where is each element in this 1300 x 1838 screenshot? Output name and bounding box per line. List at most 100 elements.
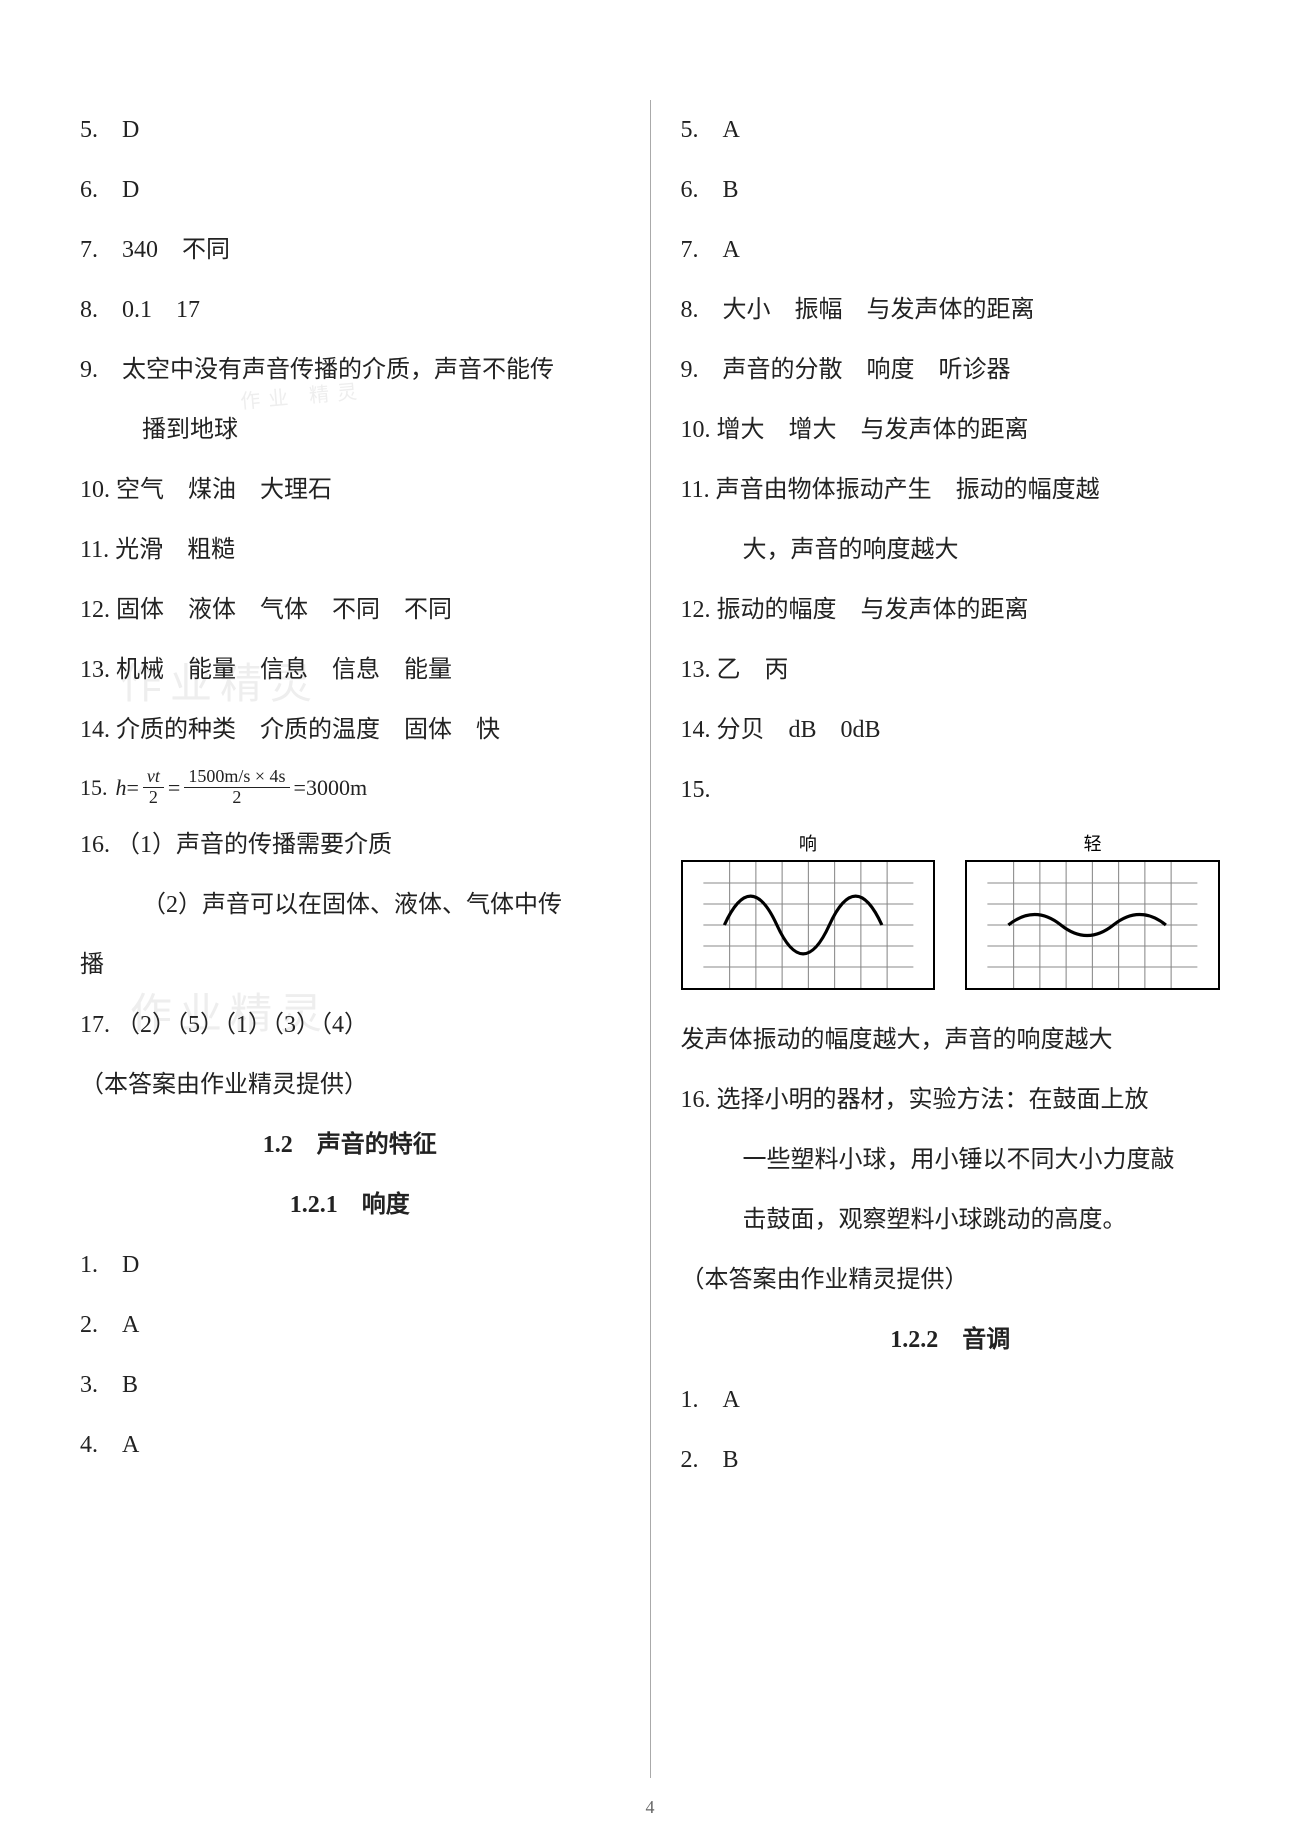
num: 7. — [80, 237, 98, 263]
text: 乙 丙 — [717, 657, 789, 683]
text: 振动的幅度 与发声体的距离 — [717, 597, 1029, 623]
text: 选择小明的器材，实验方法：在鼓面上放 — [717, 1087, 1149, 1113]
text: D — [122, 117, 139, 143]
answer-16-bo: 播 — [80, 935, 620, 995]
num: 13. — [681, 657, 711, 683]
chart-soft: 轻 — [965, 830, 1220, 995]
answer-9: 9. 太空中没有声音传播的介质，声音不能传 — [80, 340, 620, 400]
text: 0.1 17 — [122, 297, 200, 323]
provider-note: （本答案由作业精灵提供） — [80, 1055, 620, 1115]
num: 2. — [80, 1312, 98, 1338]
num: 1. — [80, 1252, 98, 1278]
heading-1-2-1: 1.2.1 响度 — [80, 1175, 620, 1235]
page-number: 4 — [646, 1797, 655, 1818]
chart-loud: 响 — [681, 830, 936, 995]
answer-4: 4. A — [80, 1415, 620, 1475]
answer-8r: 8. 大小 振幅 与发声体的距离 — [681, 280, 1221, 340]
chart-label-soft: 轻 — [965, 830, 1220, 856]
num: 13. — [80, 657, 110, 683]
answer-14: 14. 介质的种类 介质的温度 固体 快 — [80, 700, 620, 760]
eq: = — [168, 760, 180, 815]
num: 8. — [681, 297, 699, 323]
answer-16-2: （2）声音可以在固体、液体、气体中传 — [80, 875, 620, 935]
num: 5. — [681, 117, 699, 143]
answer-2: 2. A — [80, 1295, 620, 1355]
provider-note-r: （本答案由作业精灵提供） — [681, 1250, 1221, 1310]
num: 12. — [80, 597, 110, 623]
answer-11r: 11. 声音由物体振动产生 振动的幅度越 — [681, 460, 1221, 520]
frac-bot: 2 — [228, 788, 245, 808]
num: 11. — [80, 537, 109, 563]
frac-top: 1500m/s × 4s — [184, 767, 289, 788]
answer-1: 1. D — [80, 1235, 620, 1295]
text: B — [723, 1447, 739, 1473]
answer-6: 6. D — [80, 160, 620, 220]
text: B — [122, 1372, 138, 1398]
answer-12: 12. 固体 液体 气体 不同 不同 — [80, 580, 620, 640]
num: 12. — [681, 597, 711, 623]
text: （1）声音的传播需要介质 — [116, 832, 392, 858]
num: 6. — [681, 177, 699, 203]
answer-17: 17. （2）（5）（1）（3）（4） — [80, 995, 620, 1055]
answer-13r: 13. 乙 丙 — [681, 640, 1221, 700]
num: 10. — [681, 417, 711, 443]
right-column: 5. A 6. B 7. A 8. 大小 振幅 与发声体的距离 9. 声音的分散… — [651, 100, 1221, 1778]
num: 2. — [681, 1447, 699, 1473]
var: h — [116, 760, 127, 815]
eq: = — [127, 760, 139, 815]
answer-1r: 1. A — [681, 1370, 1221, 1430]
answer-10r: 10. 增大 增大 与发声体的距离 — [681, 400, 1221, 460]
answer-6r: 6. B — [681, 160, 1221, 220]
answer-9-cont: 播到地球 — [80, 400, 620, 460]
text: 声音由物体振动产生 振动的幅度越 — [716, 477, 1100, 503]
eq: = — [294, 760, 306, 815]
frac-bot: 2 — [145, 788, 162, 808]
answer-12r: 12. 振动的幅度 与发声体的距离 — [681, 580, 1221, 640]
answer-13: 13. 机械 能量 信息 信息 能量 — [80, 640, 620, 700]
answer-5: 5. D — [80, 100, 620, 160]
text: 分贝 dB 0dB — [717, 717, 881, 743]
text: 固体 液体 气体 不同 不同 — [116, 597, 452, 623]
heading-1-2: 1.2 声音的特征 — [80, 1115, 620, 1175]
text: 光滑 粗糙 — [115, 537, 235, 563]
text: A — [723, 117, 740, 143]
answer-5r: 5. A — [681, 100, 1221, 160]
left-column: 5. D 6. D 7. 340 不同 8. 0.1 17 9. 太空中没有声音… — [80, 100, 651, 1778]
answer-16r: 16. 选择小明的器材，实验方法：在鼓面上放 — [681, 1070, 1221, 1130]
answer-3: 3. B — [80, 1355, 620, 1415]
text: 机械 能量 信息 信息 能量 — [116, 657, 452, 683]
answer-11: 11. 光滑 粗糙 — [80, 520, 620, 580]
answer-11r-cont: 大，声音的响度越大 — [681, 520, 1221, 580]
num: 9. — [681, 357, 699, 383]
text: 声音的分散 响度 听诊器 — [723, 357, 1011, 383]
text: A — [723, 1387, 740, 1413]
num: 15. — [681, 777, 711, 803]
answer-16r-l3: 击鼓面，观察塑料小球跳动的高度。 — [681, 1190, 1221, 1250]
text: D — [122, 1252, 139, 1278]
num: 5. — [80, 117, 98, 143]
num: 11. — [681, 477, 710, 503]
answer-15r: 15. — [681, 760, 1221, 820]
num: 6. — [80, 177, 98, 203]
text: （2）（5）（1）（3）（4） — [116, 1012, 368, 1038]
frac1: vt 2 — [143, 767, 164, 808]
answer-14r: 14. 分贝 dB 0dB — [681, 700, 1221, 760]
num: 7. — [681, 237, 699, 263]
heading-1-2-2: 1.2.2 音调 — [681, 1310, 1221, 1370]
num: 17. — [80, 1012, 110, 1038]
text: D — [122, 177, 139, 203]
answer-7: 7. 340 不同 — [80, 220, 620, 280]
waveform-loud-svg — [681, 860, 936, 990]
num: 14. — [80, 717, 110, 743]
num: 1. — [681, 1387, 699, 1413]
text: 太空中没有声音传播的介质，声音不能传 — [122, 357, 554, 383]
text: A — [122, 1432, 139, 1458]
num: 8. — [80, 297, 98, 323]
answer-10: 10. 空气 煤油 大理石 — [80, 460, 620, 520]
answer-16-1: 16. （1）声音的传播需要介质 — [80, 815, 620, 875]
answer-15-formula: 15. h = vt 2 = 1500m/s × 4s 2 = 3000m — [80, 760, 620, 815]
frac2: 1500m/s × 4s 2 — [184, 767, 289, 808]
num: 16. — [681, 1087, 711, 1113]
answer-9r: 9. 声音的分散 响度 听诊器 — [681, 340, 1221, 400]
num: 14. — [681, 717, 711, 743]
